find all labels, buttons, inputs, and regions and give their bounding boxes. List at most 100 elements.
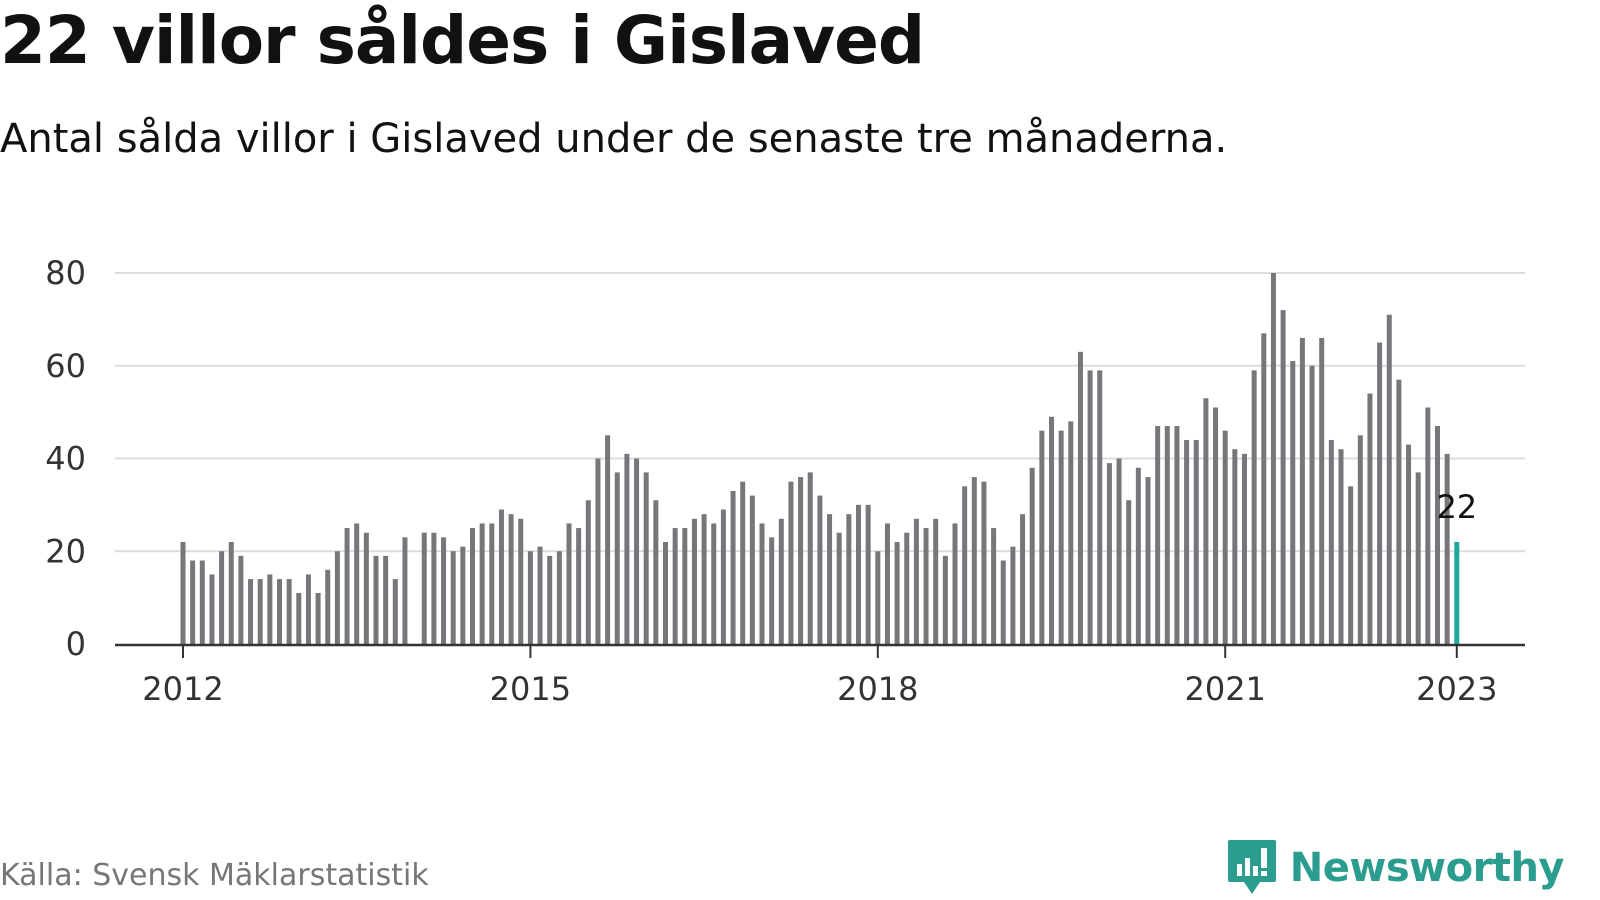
brand-logo-block: Newsworthy bbox=[1226, 838, 1565, 898]
bar bbox=[1348, 486, 1354, 644]
bar bbox=[923, 528, 929, 644]
bar bbox=[933, 518, 939, 644]
bar bbox=[991, 528, 997, 644]
last-value-label: 22 bbox=[1436, 488, 1477, 526]
bar bbox=[1435, 426, 1440, 644]
bar bbox=[1290, 361, 1296, 644]
bar bbox=[585, 500, 591, 644]
bar bbox=[1155, 426, 1161, 644]
bar bbox=[836, 532, 842, 644]
bar bbox=[1425, 407, 1431, 644]
bar bbox=[576, 528, 582, 644]
bar bbox=[547, 555, 553, 644]
bar bbox=[421, 532, 427, 644]
bar bbox=[219, 551, 225, 644]
x-tick-label: 2015 bbox=[490, 670, 571, 708]
bar bbox=[701, 514, 707, 644]
bar bbox=[1039, 430, 1045, 644]
bar bbox=[305, 574, 311, 644]
bar bbox=[1261, 333, 1267, 644]
bar bbox=[498, 509, 504, 644]
bar-highlight bbox=[1454, 541, 1460, 644]
chart-title: 22 villor såldes i Gislaved bbox=[0, 2, 925, 79]
bar bbox=[856, 504, 861, 644]
bar bbox=[614, 472, 620, 644]
bar bbox=[1116, 458, 1122, 644]
bar bbox=[344, 528, 350, 644]
bar bbox=[711, 523, 717, 644]
bar bbox=[740, 481, 746, 644]
bar bbox=[1126, 500, 1132, 644]
bar bbox=[981, 481, 987, 644]
newsworthy-logo-icon bbox=[1227, 840, 1276, 894]
bar bbox=[209, 574, 215, 644]
bar bbox=[277, 579, 282, 644]
bar bbox=[450, 551, 456, 644]
bar bbox=[894, 541, 900, 644]
bar bbox=[334, 551, 340, 644]
bar bbox=[720, 509, 726, 644]
bar bbox=[1068, 421, 1074, 644]
bar bbox=[672, 528, 678, 644]
bar bbox=[315, 592, 321, 644]
bar bbox=[624, 453, 630, 644]
bar bbox=[238, 555, 244, 644]
bar bbox=[296, 592, 302, 644]
bar bbox=[1357, 435, 1363, 644]
bar bbox=[884, 523, 890, 644]
bar bbox=[1444, 453, 1450, 644]
bar bbox=[556, 551, 562, 644]
bar bbox=[460, 546, 466, 644]
bar bbox=[402, 537, 408, 644]
bar bbox=[798, 477, 804, 644]
x-tick-label: 2018 bbox=[837, 670, 918, 708]
bar bbox=[1000, 560, 1006, 644]
bar bbox=[228, 541, 234, 644]
source-note: Källa: Svensk Mäklarstatistik bbox=[0, 858, 429, 893]
bar bbox=[1232, 449, 1238, 644]
y-tick-label: 60 bbox=[45, 347, 86, 385]
bar bbox=[788, 481, 794, 644]
bar bbox=[769, 537, 775, 644]
bar bbox=[807, 472, 813, 644]
y-axis-tick-labels: 0 20 40 60 80 bbox=[45, 254, 86, 663]
bar bbox=[1010, 546, 1016, 644]
bar bbox=[479, 523, 485, 644]
bar bbox=[518, 518, 524, 644]
bar bbox=[1319, 337, 1325, 644]
bar bbox=[971, 477, 977, 644]
bars bbox=[180, 273, 1460, 644]
bar bbox=[827, 514, 833, 644]
y-tick-label: 80 bbox=[45, 254, 86, 292]
bar bbox=[1174, 426, 1180, 644]
bar bbox=[691, 518, 697, 644]
bar bbox=[1222, 430, 1228, 644]
bar bbox=[441, 537, 447, 644]
bar bbox=[1367, 393, 1373, 644]
bar bbox=[1077, 351, 1083, 644]
bar bbox=[286, 579, 292, 644]
bar bbox=[1406, 444, 1412, 644]
bar bbox=[489, 523, 495, 644]
bar bbox=[1049, 416, 1054, 644]
bar bbox=[1097, 370, 1103, 644]
bar bbox=[1145, 477, 1151, 644]
bar bbox=[1029, 467, 1035, 644]
bar bbox=[1309, 365, 1315, 644]
bar bbox=[682, 528, 688, 644]
bar bbox=[846, 514, 852, 644]
bar bbox=[1058, 430, 1064, 644]
bar bbox=[1338, 449, 1344, 644]
bar bbox=[1251, 370, 1257, 644]
y-tick-label: 40 bbox=[45, 440, 86, 478]
bar bbox=[952, 523, 958, 644]
bar bbox=[267, 574, 273, 644]
bar bbox=[1193, 439, 1199, 644]
bar bbox=[730, 490, 736, 644]
bar bbox=[605, 435, 611, 644]
bar bbox=[1415, 472, 1421, 644]
bar bbox=[634, 458, 640, 644]
brand-name: Newsworthy bbox=[1289, 845, 1565, 891]
y-tick-label: 20 bbox=[45, 532, 86, 570]
bar bbox=[354, 523, 360, 644]
